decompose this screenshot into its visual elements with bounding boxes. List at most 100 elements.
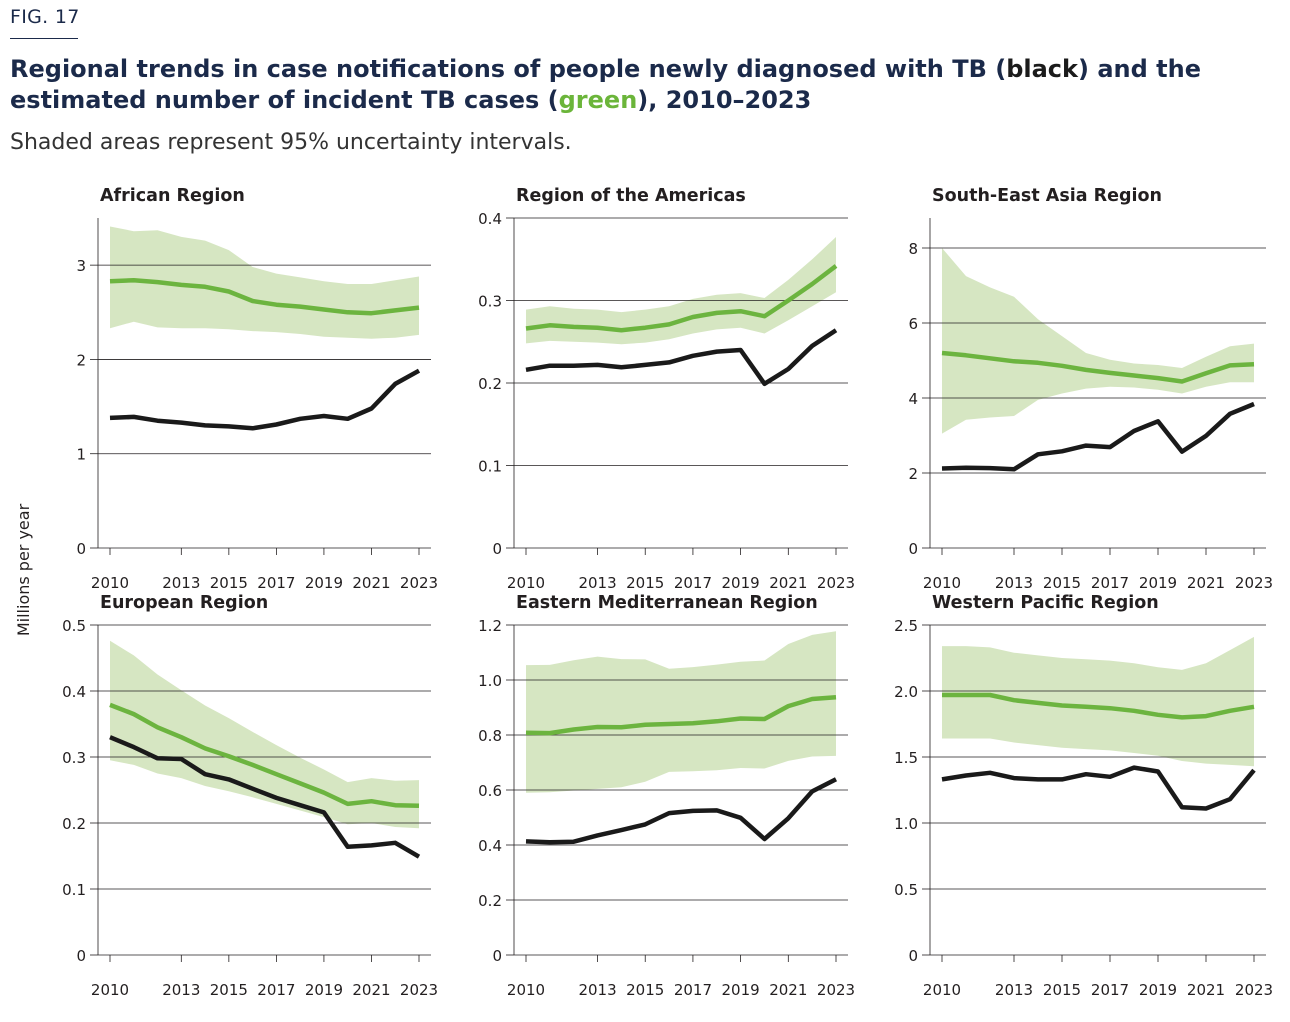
x-tick-label: 2021 [352,574,390,592]
uncertainty-band [526,237,836,345]
y-tick-label: 0.2 [478,375,502,393]
x-tick-label: 2010 [507,981,545,999]
y-tick-label: 0 [492,947,502,965]
incidence-line [525,264,838,333]
x-tick-label: 2017 [257,981,295,999]
x-tick-label: 2019 [305,574,343,592]
x-tick-label: 2013 [578,981,616,999]
chart-panel: 0 0.1 0.2 0.3 0.4 0.5 2010 2013 2015 2017 2019 2021… [62,593,438,999]
incidence-line [941,350,1255,384]
y-tick-label: 0 [76,540,86,558]
y-tick-label: 0.4 [478,837,502,855]
notifications-line [109,368,421,431]
y-tick-label: 0.5 [894,881,918,899]
figure-label: FIG. 17 [10,6,80,28]
x-tick-label: 2017 [257,574,295,592]
y-tick-label: 0 [908,947,918,965]
x-tick-label: 2013 [995,981,1033,999]
incidence-line [109,702,420,809]
x-tick-label: 2013 [162,574,200,592]
panel-title: Region of the Americas [516,186,746,206]
y-tick-label: 1.0 [894,815,918,833]
panel-title: Western Pacific Region [932,593,1159,613]
x-tick-label: 2017 [1091,574,1129,592]
x-tick-label: 2021 [352,981,390,999]
x-tick-label: 2023 [400,574,438,592]
y-tick-label: 2.5 [894,617,918,635]
chart-panel: 0 0.5 1.0 1.5 2.0 2.5 2010 2013 2015 2017 2019 2021… [894,593,1273,999]
x-tick-label: 2010 [923,574,961,592]
y-tick-label: 0.4 [478,210,502,228]
incidence-line [109,277,420,316]
x-tick-label: 2017 [674,574,712,592]
x-tick-label: 2010 [91,574,129,592]
title-part-2: ) and the estimated number of incident T… [10,55,1201,114]
y-tick-label: 0.3 [62,749,86,767]
y-tick-label: 8 [908,240,918,258]
y-tick-label: 0.8 [478,727,502,745]
x-tick-label: 2010 [923,981,961,999]
y-tick-label: 0 [492,540,502,558]
y-tick-label: 3 [76,257,86,275]
x-tick-label: 2010 [507,574,545,592]
panel-title: African Region [100,186,245,206]
uncertainty-band [942,636,1254,767]
title-green-word: green [558,86,638,114]
y-tick-label: 0.3 [478,293,502,311]
figure-label-rule [10,38,78,39]
y-tick-label: 0.2 [478,892,502,910]
x-tick-label: 2010 [91,981,129,999]
notifications-line [941,765,1256,811]
x-tick-label: 2021 [1187,574,1225,592]
title-black-word: black [1006,55,1078,83]
title-part-3: ), 2010–2023 [637,86,812,114]
x-tick-label: 2015 [626,574,664,592]
x-tick-label: 2013 [995,574,1033,592]
uncertainty-band [110,640,419,829]
y-tick-label: 0 [76,947,86,965]
y-axis-label: Millions per year [14,503,33,636]
panel-title: Eastern Mediterranean Region [516,593,818,613]
x-tick-label: 2017 [674,981,712,999]
notifications-line [109,735,421,859]
x-tick-label: 2017 [1091,981,1129,999]
figure-title: Regional trends in case notifications of… [10,54,1270,116]
x-tick-label: 2019 [722,574,760,592]
figure-subtitle: Shaded areas represent 95% uncertainty i… [10,130,572,155]
x-tick-label: 2015 [210,574,248,592]
y-tick-label: 4 [908,390,918,408]
chart-panel: 0 1 2 3 2010 2013 2015 2017 2019 2021 2023 African … [76,186,438,592]
y-tick-label: 0.5 [62,617,86,635]
chart-panel: 0 2 4 6 8 2010 2013 2015 2017 2019 2021 2023 South-E… [908,186,1273,592]
notifications-line [525,328,838,387]
x-tick-label: 2021 [769,981,807,999]
y-tick-label: 0.1 [62,881,86,899]
x-tick-label: 2021 [769,574,807,592]
notifications-line [941,401,1255,472]
x-tick-label: 2023 [817,574,855,592]
panel-title: European Region [100,593,268,613]
y-tick-label: 2 [76,351,86,369]
x-tick-label: 2023 [1235,981,1273,999]
y-tick-label: 0 [908,540,918,558]
title-part-1: Regional trends in case notifications of… [10,55,1007,83]
x-tick-label: 2015 [1043,574,1081,592]
y-tick-label: 1 [76,446,86,464]
x-tick-label: 2015 [210,981,248,999]
x-tick-label: 2019 [1139,574,1177,592]
x-tick-label: 2013 [162,981,200,999]
x-tick-label: 2015 [626,981,664,999]
x-tick-label: 2023 [817,981,855,999]
y-tick-label: 1.2 [478,617,502,635]
x-tick-label: 2021 [1187,981,1225,999]
y-tick-label: 1.5 [894,749,918,767]
x-tick-label: 2015 [1043,981,1081,999]
panel-title: South-East Asia Region [932,186,1162,206]
y-tick-label: 0.6 [478,782,502,800]
chart-panel: 0 0.2 0.4 0.6 0.8 1.0 1.2 2010 2013 2015 2017 2019 2… [478,593,855,999]
y-tick-label: 2 [908,465,918,483]
uncertainty-band [526,631,836,793]
y-tick-label: 0.1 [478,458,502,476]
chart-panel: 0 0.1 0.2 0.3 0.4 2010 2013 2015 2017 2019 2021 202… [478,186,855,592]
